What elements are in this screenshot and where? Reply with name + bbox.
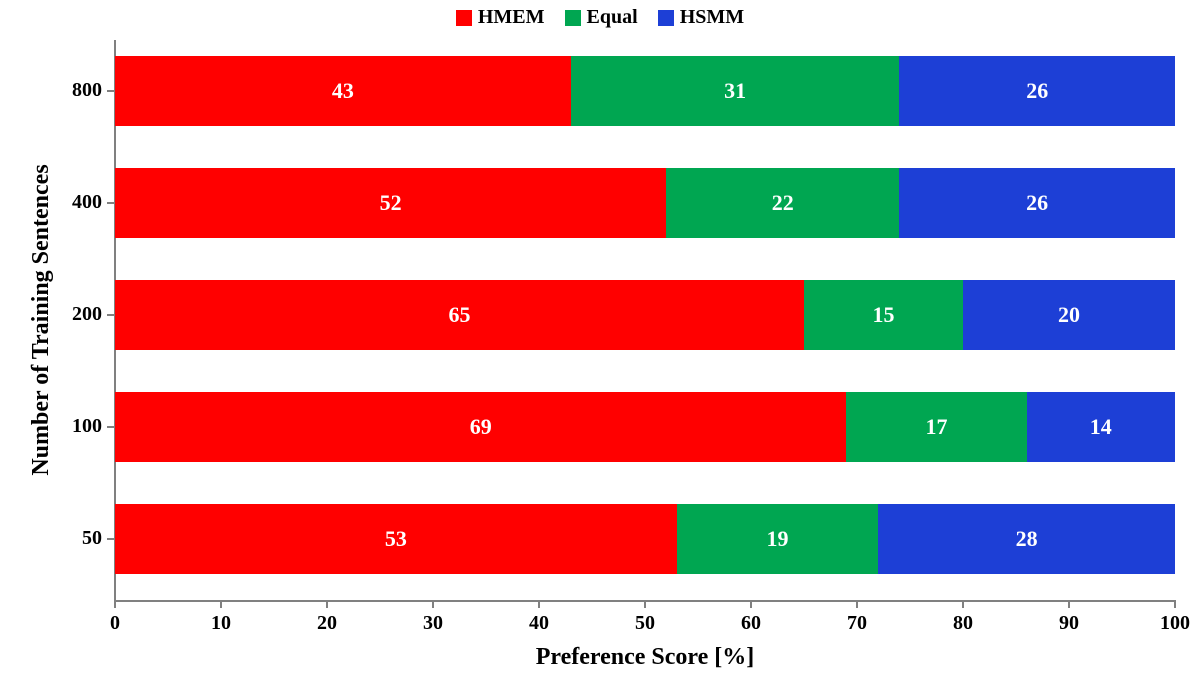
x-tick (326, 600, 328, 608)
x-tick (1174, 600, 1176, 608)
bar-segment-value: 28 (1016, 526, 1038, 552)
y-axis-title: Number of Training Sentences (28, 40, 55, 600)
bar-segment-hsmm: 14 (1027, 392, 1175, 462)
bar-row: 69 17 14 (115, 392, 1175, 462)
bar-segment-value: 19 (766, 526, 788, 552)
x-tick-label: 30 (408, 612, 458, 635)
y-tick (107, 202, 115, 204)
bar-segment-hmem: 43 (115, 56, 571, 126)
x-tick (1068, 600, 1070, 608)
bar-segment-equal: 31 (571, 56, 900, 126)
x-tick-label: 60 (726, 612, 776, 635)
y-tick (107, 426, 115, 428)
bar-row: 65 15 20 (115, 280, 1175, 350)
legend-label: HMEM (478, 6, 545, 29)
x-tick (962, 600, 964, 608)
y-tick-label: 200 (47, 303, 102, 326)
x-tick-label: 0 (90, 612, 140, 635)
x-tick-label: 20 (302, 612, 352, 635)
bar-segment-value: 14 (1090, 414, 1112, 440)
x-tick (538, 600, 540, 608)
bar-segment-hsmm: 26 (899, 56, 1175, 126)
x-tick-label: 80 (938, 612, 988, 635)
legend-swatch (565, 10, 581, 26)
x-axis-title: Preference Score [%] (115, 644, 1175, 671)
bar-segment-hmem: 52 (115, 168, 666, 238)
y-tick (107, 314, 115, 316)
bar-segment-equal: 22 (666, 168, 899, 238)
bar-segment-value: 22 (772, 190, 794, 216)
legend-label: HSMM (680, 6, 744, 29)
bars-container: 43 31 26 52 22 26 65 15 20 69 17 14 53 19 28 (115, 40, 1175, 600)
y-tick-label: 400 (47, 191, 102, 214)
bar-segment-hsmm: 28 (878, 504, 1175, 574)
bar-row: 53 19 28 (115, 504, 1175, 574)
bar-segment-value: 26 (1026, 78, 1048, 104)
y-tick-label: 100 (47, 415, 102, 438)
bar-segment-value: 65 (449, 302, 471, 328)
plot-area: 433126522226651520691714531928 010203040… (115, 40, 1175, 600)
x-tick-label: 50 (620, 612, 670, 635)
bar-segment-value: 69 (470, 414, 492, 440)
y-tick-label: 50 (47, 527, 102, 550)
legend-swatch (456, 10, 472, 26)
bar-segment-value: 43 (332, 78, 354, 104)
legend-swatch (658, 10, 674, 26)
bar-segment-hmem: 53 (115, 504, 677, 574)
bar-segment-hmem: 69 (115, 392, 846, 462)
bar-segment-hsmm: 26 (899, 168, 1175, 238)
x-tick-label: 100 (1150, 612, 1200, 635)
x-tick-label: 70 (832, 612, 882, 635)
bar-segment-equal: 17 (846, 392, 1026, 462)
x-tick (856, 600, 858, 608)
x-tick (644, 600, 646, 608)
bar-segment-hmem: 65 (115, 280, 804, 350)
legend-label: Equal (587, 6, 638, 29)
y-tick (107, 538, 115, 540)
chart-container: HMEM Equal HSMM 43 31 26 52 22 26 65 15 20 69 17 14 53… (0, 0, 1200, 683)
legend-item: HMEM (456, 6, 545, 29)
y-tick-label: 800 (47, 79, 102, 102)
x-tick (750, 600, 752, 608)
legend: HMEM Equal HSMM (0, 6, 1200, 32)
bar-segment-value: 53 (385, 526, 407, 552)
legend-item: HSMM (658, 6, 744, 29)
x-tick-label: 40 (514, 612, 564, 635)
y-tick (107, 90, 115, 92)
x-tick-label: 90 (1044, 612, 1094, 635)
bar-segment-equal: 19 (677, 504, 878, 574)
bar-segment-value: 26 (1026, 190, 1048, 216)
x-tick (220, 600, 222, 608)
legend-item: Equal (565, 6, 638, 29)
bar-segment-value: 20 (1058, 302, 1080, 328)
x-tick (432, 600, 434, 608)
bar-row: 43 31 26 (115, 56, 1175, 126)
bar-row: 52 22 26 (115, 168, 1175, 238)
x-tick (114, 600, 116, 608)
bar-segment-value: 52 (380, 190, 402, 216)
bar-segment-hsmm: 20 (963, 280, 1175, 350)
bar-segment-value: 31 (724, 78, 746, 104)
bar-segment-value: 15 (873, 302, 895, 328)
x-tick-label: 10 (196, 612, 246, 635)
bar-segment-value: 17 (925, 414, 947, 440)
bar-segment-equal: 15 (804, 280, 963, 350)
